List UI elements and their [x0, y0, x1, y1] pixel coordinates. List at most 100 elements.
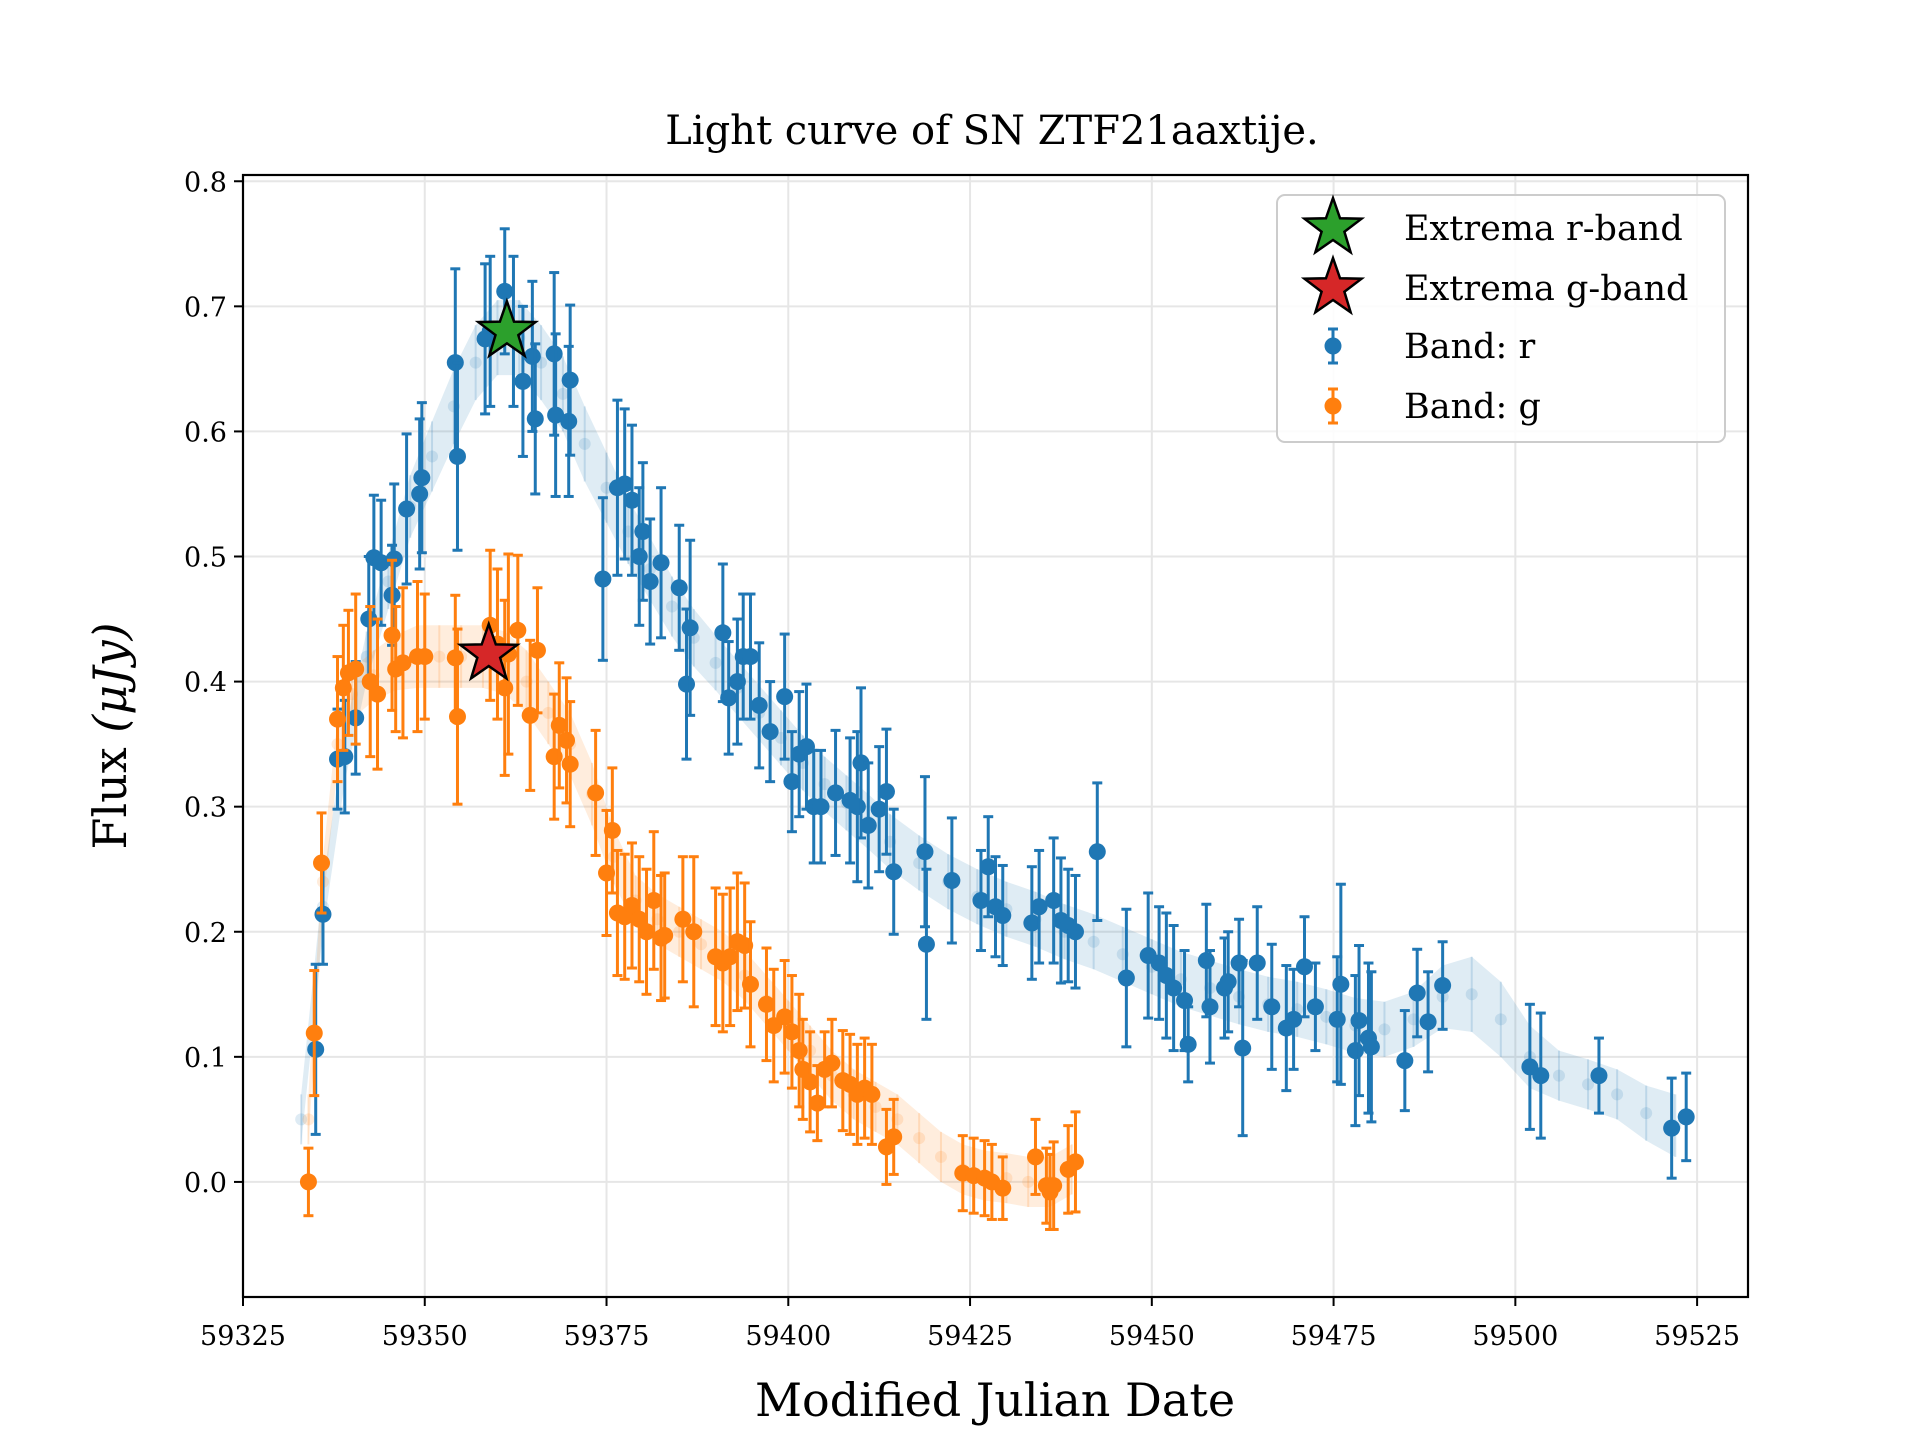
marker	[411, 485, 429, 503]
marker	[634, 522, 652, 540]
data-point-g-34	[638, 867, 656, 996]
data-point-r-54	[859, 761, 877, 890]
marker	[916, 843, 934, 861]
marker	[1295, 958, 1313, 976]
marker	[383, 626, 401, 644]
model-band-1-point-30	[934, 1150, 947, 1163]
marker	[645, 891, 663, 909]
marker	[305, 1024, 323, 1042]
data-point-g-24	[550, 661, 568, 790]
marker	[720, 689, 738, 707]
data-point-r-36	[681, 538, 699, 717]
y-axis-label: Flux (μJy)	[83, 622, 137, 849]
model-band-0-point-6	[426, 450, 439, 463]
marker	[1179, 1035, 1197, 1053]
data-point-r-94	[1350, 944, 1368, 1098]
marker	[372, 554, 390, 572]
model-band-0-point-50	[1552, 1069, 1565, 1082]
marker	[761, 723, 779, 741]
marker	[728, 673, 746, 691]
data-point-r-14	[448, 361, 466, 552]
marker	[827, 784, 845, 802]
data-point-r-80	[1201, 949, 1219, 1065]
data-point-g-33	[630, 855, 648, 984]
model-band-1-point-0	[302, 1113, 315, 1126]
marker	[299, 1173, 317, 1191]
data-point-g-45	[741, 920, 759, 1049]
data-point-r-96	[1362, 970, 1380, 1124]
x-tick-label-2: 59375	[564, 1321, 650, 1352]
marker	[812, 798, 830, 816]
marker	[685, 923, 703, 941]
data-point-r-70	[1066, 873, 1084, 990]
data-point-r-29	[623, 423, 641, 577]
data-point-r-78	[1179, 1005, 1197, 1084]
data-point-g-52	[801, 1030, 819, 1134]
marker	[603, 821, 621, 839]
marker	[630, 548, 648, 566]
data-point-r-98	[1408, 947, 1426, 1039]
marker	[1117, 969, 1135, 987]
marker	[794, 1060, 812, 1078]
marker	[446, 649, 464, 667]
marker	[1201, 998, 1219, 1016]
marker	[678, 675, 696, 693]
marker	[514, 372, 532, 390]
marker	[681, 619, 699, 637]
marker	[721, 948, 739, 966]
data-point-g-60	[863, 1042, 881, 1146]
data-point-r-42	[750, 641, 768, 770]
data-point-r-55	[870, 745, 888, 874]
data-point-g-3	[329, 655, 347, 784]
marker	[656, 927, 674, 945]
x-tick-label-3: 59400	[745, 1321, 831, 1352]
marker	[1150, 954, 1168, 972]
marker	[1677, 1108, 1695, 1126]
marker	[1066, 923, 1084, 941]
marker	[1248, 954, 1266, 972]
model-band-0-point-19	[709, 656, 722, 669]
extrema-markers	[456, 297, 540, 682]
data-point-r-72	[1117, 907, 1135, 1049]
marker	[859, 816, 877, 834]
marker	[448, 447, 466, 465]
x-tick-label-1: 59350	[382, 1321, 468, 1352]
data-point-g-20	[509, 553, 527, 707]
marker	[1230, 954, 1248, 972]
marker	[885, 863, 903, 881]
data-point-r-97	[1396, 1009, 1414, 1113]
marker	[1165, 979, 1183, 997]
data-point-g-71	[1045, 1140, 1063, 1231]
legend-star-icon	[1300, 194, 1366, 256]
series-r	[307, 227, 1695, 1180]
data-point-g-27	[587, 728, 605, 857]
legend-label-2: Band: r	[1404, 327, 1535, 367]
y-tick-label-0: 0.0	[184, 1168, 227, 1199]
data-point-r-26	[594, 496, 612, 662]
data-point-r-34	[670, 523, 688, 652]
data-point-r-41	[741, 592, 759, 721]
data-point-r-43	[761, 680, 779, 784]
marker	[1328, 1010, 1346, 1028]
data-point-g-8	[369, 617, 387, 771]
data-point-g-58	[848, 1042, 866, 1146]
y-tick-label-4: 0.4	[184, 668, 227, 699]
data-point-r-32	[641, 517, 659, 646]
marker	[848, 798, 866, 816]
x-tick-label-0: 59325	[200, 1321, 286, 1352]
data-point-r-50	[827, 728, 845, 857]
data-point-r-60	[943, 816, 961, 945]
marker	[994, 1179, 1012, 1197]
model-band-0-point-47	[1465, 988, 1478, 1001]
model-band-1-point-7	[433, 650, 446, 663]
marker	[1026, 1148, 1044, 1166]
marker	[1419, 1013, 1437, 1031]
marker	[1197, 952, 1215, 970]
marker	[750, 696, 768, 714]
marker	[885, 1128, 903, 1146]
marker	[1157, 967, 1175, 985]
x-tick-label-7: 59500	[1472, 1321, 1558, 1352]
marker	[652, 554, 670, 572]
marker	[1346, 1042, 1364, 1060]
model-band-0-point-17	[665, 600, 678, 613]
